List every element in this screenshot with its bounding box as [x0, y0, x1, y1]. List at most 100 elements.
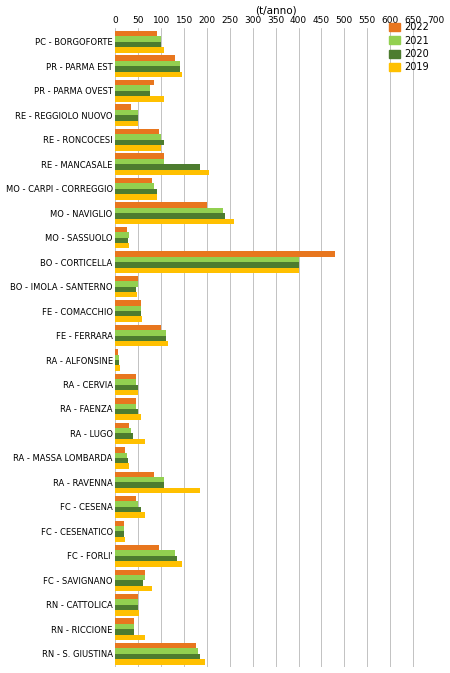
Bar	[116, 409, 138, 415]
Bar	[116, 232, 129, 238]
Bar	[116, 96, 163, 102]
Bar	[116, 324, 161, 330]
Bar	[116, 458, 128, 464]
Bar	[116, 243, 129, 248]
Bar	[116, 629, 134, 635]
Bar	[116, 507, 141, 512]
Bar	[116, 66, 180, 71]
Bar	[116, 643, 196, 648]
Bar	[116, 129, 159, 134]
Bar	[116, 104, 131, 110]
Bar	[116, 526, 124, 532]
Bar	[116, 594, 138, 600]
Bar	[116, 80, 154, 85]
Bar	[116, 551, 175, 556]
Bar	[116, 251, 335, 256]
Bar	[116, 170, 209, 175]
Bar	[116, 188, 157, 194]
Bar	[116, 360, 119, 365]
Bar	[116, 300, 141, 306]
Bar	[116, 330, 166, 336]
Bar	[116, 624, 134, 629]
Bar	[116, 452, 127, 458]
Bar	[116, 384, 138, 390]
Bar	[116, 36, 161, 42]
Bar	[116, 374, 136, 379]
Legend: 2022, 2021, 2020, 2019: 2022, 2021, 2020, 2019	[387, 20, 431, 74]
Bar	[116, 311, 141, 316]
Bar	[116, 164, 200, 170]
Bar	[116, 660, 205, 665]
Bar	[116, 404, 136, 409]
Bar	[116, 365, 120, 371]
Bar	[116, 115, 138, 120]
Bar	[116, 194, 157, 199]
X-axis label: (t/anno): (t/anno)	[255, 5, 297, 15]
Bar	[116, 447, 125, 452]
Bar	[116, 520, 124, 526]
Bar	[116, 110, 138, 115]
Bar	[116, 208, 223, 213]
Bar	[116, 61, 180, 66]
Bar	[116, 415, 141, 420]
Bar	[116, 648, 198, 654]
Bar	[116, 464, 129, 469]
Bar	[116, 512, 145, 518]
Bar	[116, 472, 154, 477]
Bar	[116, 618, 134, 624]
Bar	[116, 398, 136, 404]
Bar	[116, 635, 145, 640]
Bar	[116, 202, 207, 208]
Bar	[116, 287, 136, 292]
Bar	[116, 256, 298, 262]
Bar	[116, 134, 161, 140]
Bar	[116, 654, 200, 660]
Bar	[116, 349, 118, 355]
Bar	[116, 610, 139, 616]
Bar	[116, 292, 137, 297]
Bar	[116, 488, 200, 493]
Bar	[116, 140, 163, 145]
Bar	[116, 575, 145, 580]
Bar	[116, 355, 119, 360]
Bar	[116, 336, 166, 341]
Bar	[116, 496, 136, 501]
Bar	[116, 183, 154, 188]
Bar	[116, 213, 225, 219]
Bar	[116, 605, 138, 610]
Bar	[116, 569, 145, 575]
Bar	[116, 483, 163, 488]
Bar	[116, 556, 177, 561]
Bar	[116, 341, 168, 347]
Bar	[116, 47, 163, 52]
Bar	[116, 276, 138, 281]
Bar	[116, 532, 124, 537]
Bar	[116, 85, 150, 91]
Bar	[116, 439, 145, 444]
Bar	[116, 561, 182, 567]
Bar	[116, 433, 133, 439]
Bar	[116, 428, 131, 433]
Bar	[116, 262, 298, 268]
Bar	[116, 586, 152, 592]
Bar	[116, 219, 234, 224]
Bar	[116, 238, 128, 243]
Bar	[116, 55, 175, 61]
Bar	[116, 316, 142, 322]
Bar	[116, 379, 136, 384]
Bar	[116, 227, 127, 232]
Bar	[116, 537, 125, 542]
Bar	[116, 281, 138, 287]
Bar	[116, 145, 161, 151]
Bar	[116, 268, 298, 273]
Bar	[116, 545, 159, 551]
Bar	[116, 600, 138, 605]
Bar	[116, 42, 161, 47]
Bar	[116, 31, 157, 36]
Bar	[116, 477, 163, 483]
Bar	[116, 306, 141, 311]
Bar	[116, 501, 138, 507]
Bar	[116, 71, 182, 77]
Bar	[116, 423, 129, 428]
Bar	[116, 91, 150, 96]
